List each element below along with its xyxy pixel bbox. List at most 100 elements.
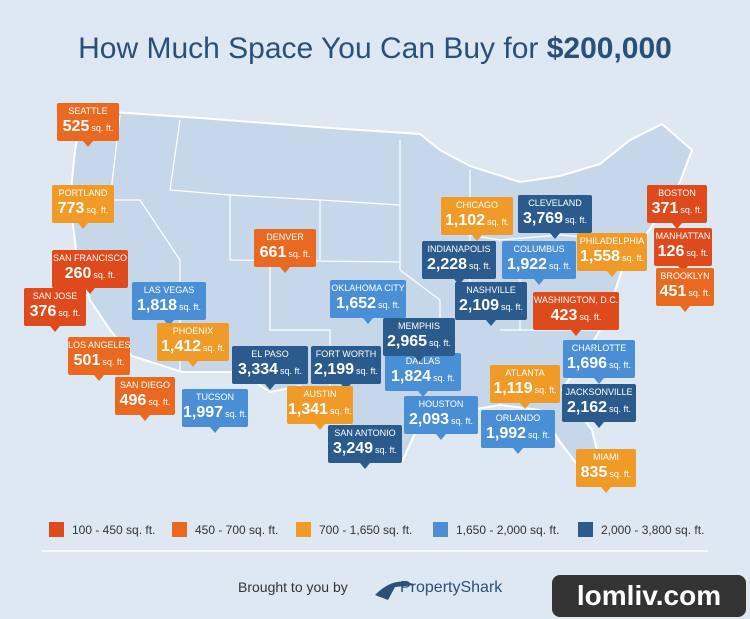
city-unit: sq. ft.: [579, 312, 602, 322]
city-value-row: 376 sq. ft.: [24, 302, 86, 323]
pointer: [265, 384, 275, 390]
city-label: BROOKLYN 451 sq. ft.: [656, 268, 714, 312]
city-value: 496: [119, 392, 147, 409]
city-value-row: 1,818 sq. ft.: [132, 296, 206, 317]
city-value: 773: [57, 200, 85, 217]
city-unit: sq. ft.: [330, 406, 353, 416]
city-value-row: 371 sq. ft.: [647, 199, 707, 220]
city-label: WASHINGTON, D.C. 423 sq. ft.: [533, 292, 619, 336]
city-unit: sq. ft.: [433, 373, 456, 383]
city-value: 451: [659, 283, 687, 300]
legend-label: 100 - 450 sq. ft.: [72, 522, 156, 537]
brand-logo: [375, 581, 415, 600]
city-name: SAN ANTONIO: [334, 428, 396, 438]
pointer: [436, 434, 446, 440]
city-value: 2,199: [313, 361, 355, 378]
city-label: BOSTON 371 sq. ft.: [647, 185, 707, 229]
city-value-row: 3,334 sq. ft.: [232, 360, 308, 381]
pointer: [607, 271, 617, 277]
pointer: [414, 356, 424, 362]
city-label: INDIANAPOLIS 2,228 sq. ft.: [422, 241, 496, 285]
city-value-row: 3,769 sq. ft.: [518, 209, 592, 230]
city-unit: sq. ft.: [680, 205, 703, 215]
city-unit: sq. ft.: [549, 261, 572, 271]
city-value-row: 1,412 sq. ft.: [157, 337, 229, 358]
city-unit: sq. ft.: [375, 445, 398, 455]
city-name: PHILADELPHIA: [579, 236, 645, 246]
legend-label: 2,000 - 3,800 sq. ft.: [601, 522, 705, 537]
city-value: 126: [657, 243, 685, 260]
city-value: 1,696: [566, 355, 608, 372]
city-unit: sq. ft.: [86, 205, 109, 215]
city-value-row: 1,102 sq. ft.: [441, 211, 513, 232]
title: How Much Space You Can Buy for $200,000: [78, 32, 672, 65]
pointer: [83, 141, 93, 147]
city-value-row: 1,997 sq. ft.: [182, 403, 248, 424]
city-value-row: 1,652 sq. ft.: [330, 294, 406, 315]
city-name: HOUSTON: [418, 399, 464, 409]
city-value-row: 2,228 sq. ft.: [422, 255, 496, 276]
city-value-row: 2,199 sq. ft.: [311, 360, 381, 381]
city-value: 1,558: [579, 248, 621, 265]
city-label: MANHATTAN 126 sq. ft.: [654, 228, 712, 272]
city-name: OKLAHOMA CITY: [331, 283, 405, 293]
city-unit: sq. ft.: [469, 261, 492, 271]
city-value-row: 3,249 sq. ft.: [328, 439, 402, 460]
watermark: lomliv.com: [577, 580, 721, 611]
city-name: WASHINGTON, D.C.: [533, 295, 619, 305]
city-value: 1,412: [160, 338, 202, 355]
legend-swatch: [296, 522, 311, 537]
pointer: [363, 318, 373, 324]
brand: PropertyShark: [400, 579, 503, 596]
city-name: SAN DIEGO: [119, 380, 170, 390]
city-value: 661: [259, 244, 287, 261]
city-value: 1,922: [506, 256, 548, 273]
city-unit: sq. ft.: [609, 360, 632, 370]
city-unit: sq. ft.: [280, 366, 303, 376]
pointer: [94, 375, 104, 381]
city-value: 525: [62, 118, 90, 135]
city-unit: sq. ft.: [429, 338, 452, 348]
city-name: CHARLOTTE: [571, 343, 627, 353]
pointer: [486, 320, 496, 326]
city-unit: sq. ft.: [91, 123, 114, 133]
city-name: BROOKLYN: [660, 271, 710, 281]
city-label: PHOENIX 1,412 sq. ft.: [157, 323, 229, 367]
pointer: [601, 487, 611, 493]
city-label: TUCSON 1,997 sq. ft.: [182, 389, 248, 433]
city-label: EL PASO 3,334 sq. ft.: [232, 346, 308, 390]
legend-item: 2,000 - 3,800 sq. ft.: [578, 522, 704, 537]
watermark-bg: [552, 575, 746, 617]
city-unit: sq. ft.: [93, 270, 116, 280]
city-value: 1,992: [485, 425, 527, 442]
city-label: SAN ANTONIO 3,249 sq. ft.: [328, 425, 402, 469]
pointer: [672, 223, 682, 229]
city-name: SAN JOSE: [32, 291, 78, 301]
pointer: [280, 267, 290, 273]
pointer: [315, 424, 325, 430]
pointer: [360, 463, 370, 469]
city-value-row: 1,696 sq. ft.: [563, 354, 635, 375]
city-value-row: 2,162 sq. ft.: [562, 398, 636, 419]
city-label: MEMPHIS 2,965 sq. ft.: [383, 318, 455, 362]
legend-swatch: [578, 522, 593, 537]
city-label: AUSTIN 1,341 sq. ft.: [287, 386, 353, 430]
city-value: 3,334: [237, 361, 279, 378]
city-label: PHILADELPHIA 1,558 sq. ft.: [577, 233, 647, 277]
city-label: COLUMBUS 1,922 sq. ft.: [502, 241, 576, 285]
pointer: [85, 288, 95, 294]
city-value: 2,162: [566, 399, 608, 416]
city-unit: sq. ft.: [609, 404, 632, 414]
city-value-row: 1,558 sq. ft.: [577, 247, 647, 268]
city-value-row: 773 sq. ft.: [52, 199, 114, 220]
city-name: CHICAGO: [455, 200, 498, 210]
legend-swatch: [172, 522, 187, 537]
pointer: [594, 422, 604, 428]
city-label: ORLANDO 1,992 sq. ft.: [481, 410, 555, 454]
city-value-row: 661 sq. ft.: [254, 243, 316, 264]
pointer: [550, 233, 560, 239]
city-name: BOSTON: [658, 188, 696, 198]
city-value-row: 423 sq. ft.: [533, 306, 619, 327]
city-unit: sq. ft.: [528, 430, 551, 440]
city-unit: sq. ft.: [148, 397, 171, 407]
